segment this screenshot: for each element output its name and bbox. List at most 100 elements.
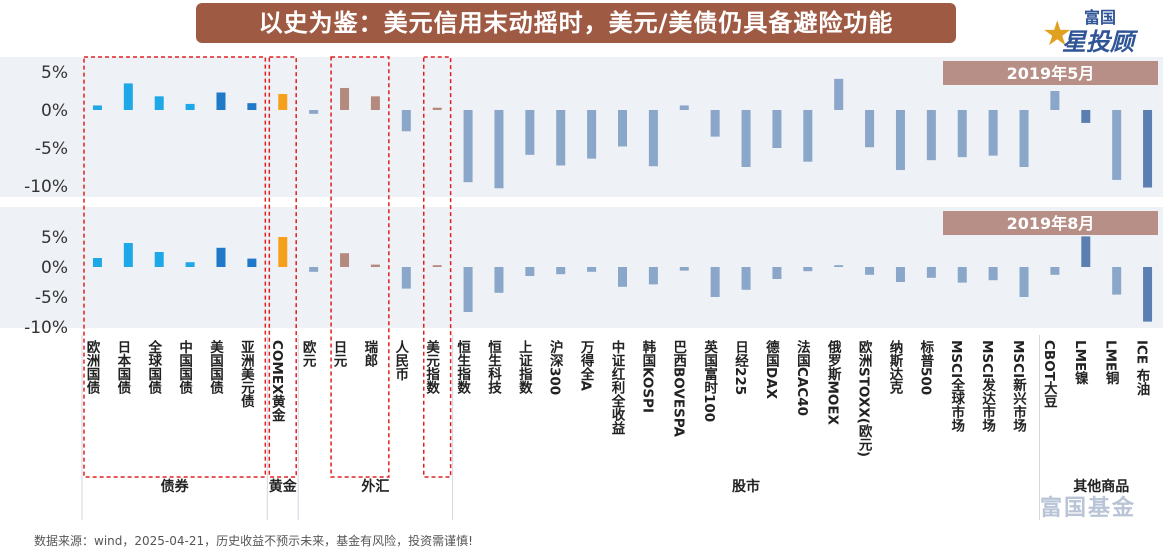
bar xyxy=(679,267,689,271)
category-label: MSCI发达市场 xyxy=(979,340,997,433)
series-label-banner xyxy=(943,61,1158,85)
category-label: 欧洲国债 xyxy=(83,339,100,396)
bar xyxy=(679,105,689,110)
bar xyxy=(123,83,133,110)
bar xyxy=(216,92,226,110)
y-tick-label: 5% xyxy=(41,63,68,83)
category-label: 欧洲STOXX(欧元) xyxy=(856,339,873,457)
category-label: 瑞郎 xyxy=(361,339,378,369)
bar xyxy=(278,94,288,110)
bar xyxy=(340,87,350,110)
chart-title: 以史为鉴：美元信用末动摇时，美元/美债仍具备避险功能 xyxy=(196,3,956,43)
bar xyxy=(1112,110,1122,180)
group-label: 其他商品 xyxy=(1073,478,1129,495)
bar xyxy=(803,110,813,162)
bar xyxy=(556,110,566,166)
category-label: LME镍 xyxy=(1072,340,1089,386)
bar xyxy=(618,267,627,287)
bar xyxy=(556,267,566,275)
group-label: 债券 xyxy=(161,478,190,495)
category-label: 上证指数 xyxy=(516,340,533,396)
category-label: 俄罗斯MOEX xyxy=(825,339,843,426)
category-label: COMEX黄金 xyxy=(269,340,287,422)
bar xyxy=(401,267,411,289)
bar xyxy=(926,110,936,161)
category-label: 恒生指数 xyxy=(454,339,471,396)
bar xyxy=(432,107,442,110)
y-tick-label: -10% xyxy=(24,177,68,197)
bar xyxy=(1019,267,1029,297)
bar xyxy=(340,253,350,267)
category-label: 美国国债 xyxy=(207,339,224,396)
category-label: 沪深300 xyxy=(547,339,564,395)
category-label: CBOT大豆 xyxy=(1041,340,1058,408)
bar xyxy=(278,237,288,267)
bar xyxy=(494,267,504,293)
category-label: 标普500 xyxy=(917,339,935,395)
bar xyxy=(957,267,967,283)
group-label: 黄金 xyxy=(269,478,298,495)
category-label: 万得全A xyxy=(578,340,596,392)
category-label: 欧元 xyxy=(300,339,317,369)
bar xyxy=(1112,267,1122,295)
bar xyxy=(1143,267,1153,322)
bar xyxy=(185,103,195,110)
bar xyxy=(154,96,164,110)
category-label: 日经225 xyxy=(732,340,749,395)
category-label: 中证红利全收益 xyxy=(609,339,627,435)
bar xyxy=(988,267,998,281)
category-label: 亚洲美元债 xyxy=(238,340,255,409)
data-source-note: 数据来源：wind，2025-04-21，历史收益不预示未来，基金有风险，投资需… xyxy=(34,534,473,548)
bar xyxy=(834,265,844,267)
category-label: 德国DAX xyxy=(763,339,780,400)
bar xyxy=(525,110,535,155)
bar xyxy=(772,110,782,148)
bar xyxy=(865,267,875,275)
y-tick-label: -5% xyxy=(35,288,68,308)
bar xyxy=(834,78,844,110)
bar xyxy=(1019,110,1029,167)
bar xyxy=(154,252,164,267)
bar xyxy=(926,267,936,278)
category-label: MSCI全球市场 xyxy=(948,340,966,433)
watermark: 富国基金 xyxy=(1040,496,1137,521)
bar xyxy=(1081,236,1091,267)
bar xyxy=(895,110,905,171)
bar xyxy=(618,110,627,147)
bar xyxy=(741,267,751,290)
category-label: 法国CAC40 xyxy=(794,339,811,416)
bar xyxy=(1081,110,1091,123)
category-label: 人民币 xyxy=(392,340,409,382)
bar xyxy=(185,262,195,267)
category-label: 中国国债 xyxy=(176,339,193,396)
bar xyxy=(587,110,597,159)
bar xyxy=(92,105,102,110)
category-label: ICE 布油 xyxy=(1134,340,1151,397)
y-tick-label: -5% xyxy=(35,139,68,159)
bar xyxy=(1050,267,1060,275)
category-label: 日本国债 xyxy=(114,340,131,396)
bar xyxy=(741,110,751,167)
bar xyxy=(895,267,905,282)
bar xyxy=(803,267,813,272)
bar xyxy=(710,267,720,297)
bar xyxy=(587,267,597,272)
bar xyxy=(648,110,658,167)
bar xyxy=(865,110,875,148)
category-label: 英国富时100 xyxy=(701,339,719,422)
bar xyxy=(1143,110,1153,188)
y-tick-label: -10% xyxy=(24,318,68,338)
category-label: 全球国债 xyxy=(145,339,163,396)
bar xyxy=(772,267,782,279)
bar xyxy=(957,110,967,158)
bar xyxy=(216,247,226,267)
logo-main-text: 星投顾 xyxy=(1062,28,1134,56)
bar xyxy=(525,267,535,276)
fuguo-logo: ★ 富国 星投顾 xyxy=(1042,4,1152,56)
category-label: 恒生科技 xyxy=(485,339,502,396)
star-icon: ★ xyxy=(1042,14,1073,54)
y-tick-label: 0% xyxy=(41,101,68,121)
bar xyxy=(123,243,133,267)
bar xyxy=(1050,91,1060,110)
